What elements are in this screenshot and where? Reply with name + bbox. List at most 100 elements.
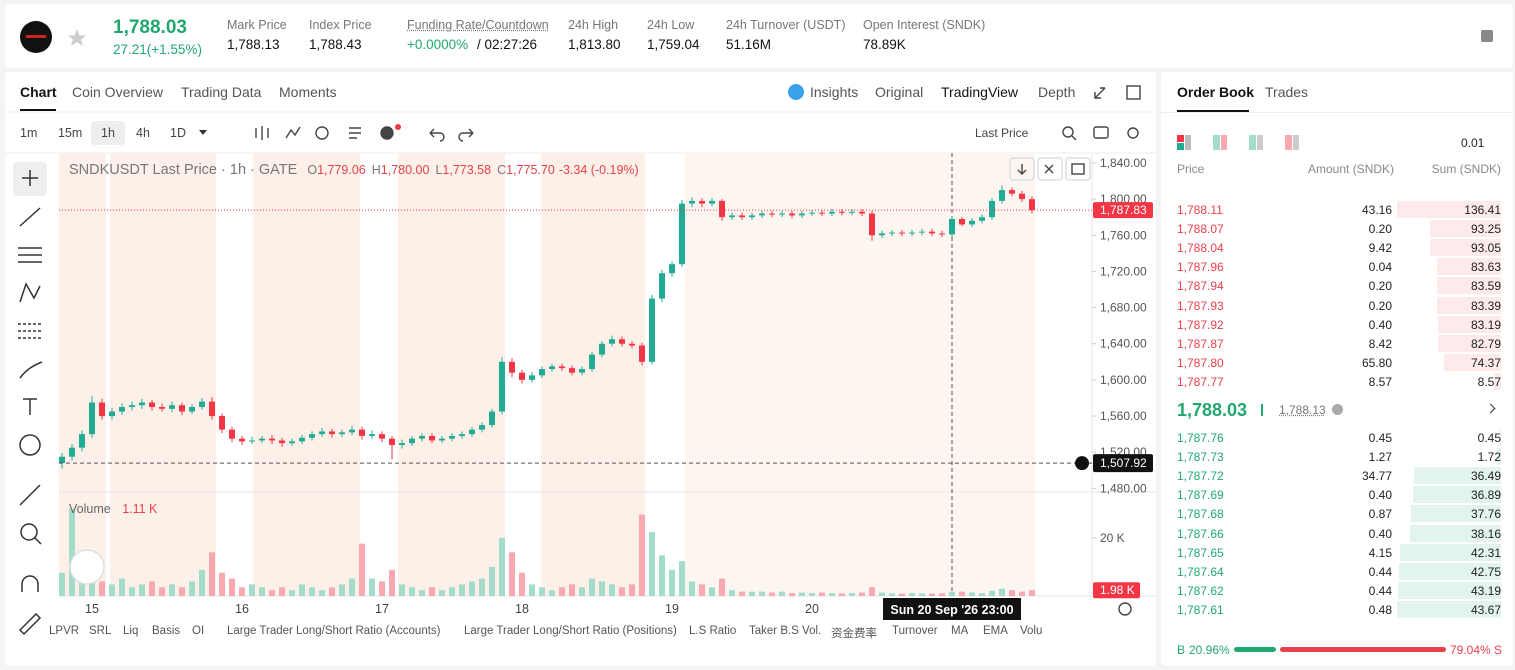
ob-price[interactable]: 1,787.61 bbox=[1177, 602, 1224, 617]
layout-icons bbox=[1177, 135, 1299, 150]
candle-body bbox=[179, 405, 185, 412]
indicator[interactable]: LPVR bbox=[49, 625, 80, 637]
volume-bar bbox=[319, 590, 325, 596]
depth-bar bbox=[1413, 486, 1501, 504]
interval-selected bbox=[91, 121, 125, 145]
candle-body bbox=[629, 343, 635, 346]
candle-body bbox=[799, 213, 805, 216]
indicator[interactable]: Large Trader Long/Short Ratio (Accounts) bbox=[227, 625, 441, 637]
indicator[interactable]: MA bbox=[951, 625, 969, 637]
ob-sum: 36.49 bbox=[1470, 469, 1501, 484]
ob-price[interactable]: 1,787.68 bbox=[1177, 507, 1224, 522]
ob-price[interactable]: 1,787.92 bbox=[1177, 317, 1224, 332]
stat-value: 1,788.43 bbox=[309, 37, 362, 52]
crosshair-price-label: 1,507.92 bbox=[1100, 456, 1147, 470]
ob-tab[interactable]: Order Book bbox=[1177, 84, 1255, 100]
volume-bar bbox=[729, 590, 735, 596]
buy-ratio: 20.96% bbox=[1189, 643, 1230, 657]
ob-price[interactable]: 1,787.66 bbox=[1177, 526, 1224, 541]
volume-bar bbox=[1019, 591, 1025, 596]
ob-price[interactable]: 1,787.93 bbox=[1177, 298, 1224, 313]
ob-price[interactable]: 1,787.73 bbox=[1177, 450, 1224, 465]
ob-price[interactable]: 1,787.64 bbox=[1177, 564, 1224, 579]
indicator[interactable]: Liq bbox=[123, 625, 139, 637]
indicator[interactable]: Large Trader Long/Short Ratio (Positions… bbox=[464, 625, 677, 637]
ob-price[interactable]: 1,787.77 bbox=[1177, 374, 1224, 389]
indicator[interactable]: Basis bbox=[152, 625, 181, 637]
ob-price[interactable]: 1,787.72 bbox=[1177, 469, 1224, 484]
ob-tab[interactable]: Trades bbox=[1265, 84, 1309, 100]
indicator[interactable]: L.S Ratio bbox=[689, 625, 737, 637]
ob-header: Sum (SNDK) bbox=[1431, 162, 1501, 176]
chart-tab[interactable]: Trading Data bbox=[181, 84, 262, 100]
ob-price[interactable]: 1,787.69 bbox=[1177, 488, 1224, 503]
volume-bar bbox=[209, 552, 215, 596]
chart-tab[interactable]: Chart bbox=[20, 84, 57, 100]
indicator[interactable]: OI bbox=[192, 625, 205, 637]
view-tab[interactable]: Original bbox=[875, 84, 924, 100]
candle-body bbox=[879, 233, 885, 236]
indicator[interactable]: SRL bbox=[89, 625, 112, 637]
candle-body bbox=[379, 434, 385, 439]
ob-price[interactable]: 1,787.87 bbox=[1177, 336, 1224, 351]
volume-bar bbox=[309, 587, 315, 596]
indicator[interactable]: Turnover bbox=[892, 625, 938, 637]
chart-tab[interactable]: Moments bbox=[279, 84, 337, 100]
interval[interactable]: 15m bbox=[58, 126, 83, 140]
price-type[interactable]: Last Price bbox=[975, 126, 1029, 140]
indicator[interactable]: 资金费率 bbox=[831, 628, 877, 640]
ob-amount: 0.04 bbox=[1368, 260, 1392, 275]
ob-price[interactable]: 1,788.07 bbox=[1177, 222, 1224, 237]
x-tick-label: 17 bbox=[375, 602, 389, 616]
candle-body bbox=[99, 402, 105, 417]
candle-body bbox=[549, 366, 555, 370]
candle-body bbox=[739, 215, 745, 218]
volume-bar bbox=[959, 591, 965, 596]
indicator[interactable]: Volu bbox=[1020, 625, 1043, 637]
volume-bar bbox=[469, 581, 475, 596]
header: 1,788.03 27.21(+1.55%) Mark Price 1,788.1… bbox=[5, 4, 1513, 68]
volume-bar bbox=[559, 587, 565, 596]
settings-icon[interactable] bbox=[1479, 28, 1495, 44]
interval[interactable]: 1m bbox=[20, 126, 38, 140]
volume-bar bbox=[759, 591, 765, 596]
ob-price[interactable]: 1,787.96 bbox=[1177, 260, 1224, 275]
ob-price[interactable]: 1,787.76 bbox=[1177, 431, 1224, 445]
volume-bar bbox=[389, 569, 395, 596]
volume-title: Volume bbox=[69, 502, 111, 516]
ob-price[interactable]: 1,788.11 bbox=[1177, 203, 1223, 217]
ob-price[interactable]: 1,788.04 bbox=[1177, 241, 1224, 256]
volume-bar bbox=[999, 588, 1005, 596]
indicator[interactable]: EMA bbox=[983, 625, 1008, 637]
interval[interactable]: 1D bbox=[170, 126, 186, 140]
interval[interactable]: 4h bbox=[136, 126, 150, 140]
favorite-star[interactable] bbox=[65, 26, 89, 50]
candle-body bbox=[989, 200, 995, 218]
ob-price[interactable]: 1,787.80 bbox=[1177, 355, 1224, 370]
volume-bar bbox=[289, 590, 295, 596]
precision[interactable]: 0.01 bbox=[1461, 136, 1485, 150]
view-tab[interactable]: Depth bbox=[1038, 84, 1076, 100]
crosshair-time: Sun 20 Sep '26 23:00 bbox=[890, 603, 1013, 617]
view-tab[interactable]: TradingView bbox=[941, 84, 1019, 100]
view-tab[interactable]: Insights bbox=[810, 84, 859, 100]
chart-tab[interactable]: Coin Overview bbox=[72, 84, 164, 100]
volume-bar bbox=[909, 593, 915, 596]
volume-bar bbox=[449, 587, 455, 596]
volume-bar bbox=[329, 587, 335, 596]
candle-body bbox=[229, 429, 235, 439]
candle-body bbox=[689, 200, 695, 204]
interval[interactable]: 1h bbox=[101, 126, 115, 140]
volume-bar bbox=[519, 572, 525, 596]
ob-price[interactable]: 1,787.65 bbox=[1177, 545, 1224, 560]
legend-ohlc: O1,779.06 H1,780.00 L1,773.58 C1,775.70 bbox=[301, 163, 554, 177]
stat-value: 1,788.13 bbox=[227, 37, 280, 52]
indicator[interactable]: Taker B.S Vol. bbox=[749, 625, 822, 637]
ob-price[interactable]: 1,787.94 bbox=[1177, 279, 1224, 294]
candle-body bbox=[779, 213, 785, 215]
ob-sum: 42.75 bbox=[1470, 564, 1501, 579]
volume-bar bbox=[1009, 590, 1015, 596]
volume-bar bbox=[979, 593, 985, 596]
ob-header: Price bbox=[1177, 162, 1205, 176]
ob-price[interactable]: 1,787.62 bbox=[1177, 583, 1224, 598]
